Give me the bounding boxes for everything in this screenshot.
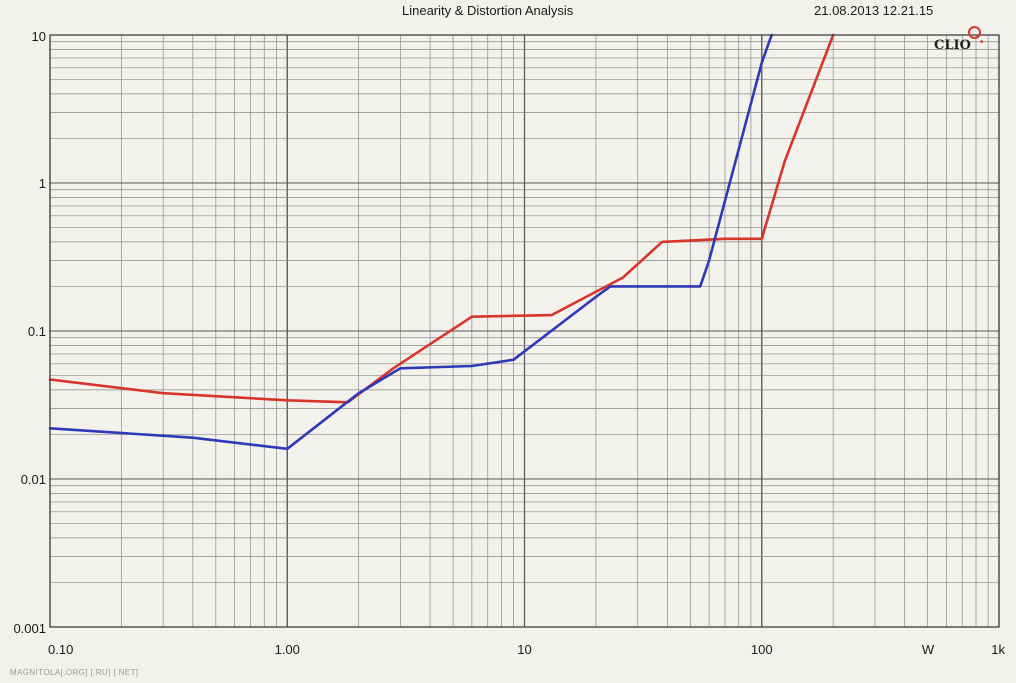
timestamp: 21.08.2013 12.21.15 [814,3,934,18]
y-tick-label: 1 [39,176,46,191]
x-tick-label: 1k [991,642,1005,657]
x-tick-label: 100 [751,642,773,657]
tick-labels: 0.10 1.00 10 100 1k 10 1 0.1 0.01 0.001 W [13,29,1005,657]
chart-title: Linearity & Distortion Analysis [402,3,574,18]
x-tick-label: 10 [517,642,531,657]
x-tick-label: 0.10 [48,642,73,657]
x-tick-label: 1.00 [275,642,300,657]
series-line-2 [48,33,773,451]
watermark: MAGNITOLA[.ORG] [.RU] [.NET] [10,668,139,677]
clio-logo: CLIO ■ [930,26,992,56]
x-axis-label: W [922,642,935,657]
grid [49,34,1000,628]
logo-circle-icon [968,26,981,39]
y-tick-label: 0.01 [21,472,46,487]
series-layer [48,33,835,451]
logo-mark-icon: ■ [980,39,984,45]
logo-text: CLIO [934,38,971,53]
y-tick-label: 0.001 [13,621,46,636]
plot-frame [49,34,1000,628]
y-tick-label: 10 [32,29,46,44]
series-line-1 [48,33,835,404]
y-tick-label: 0.1 [28,324,46,339]
